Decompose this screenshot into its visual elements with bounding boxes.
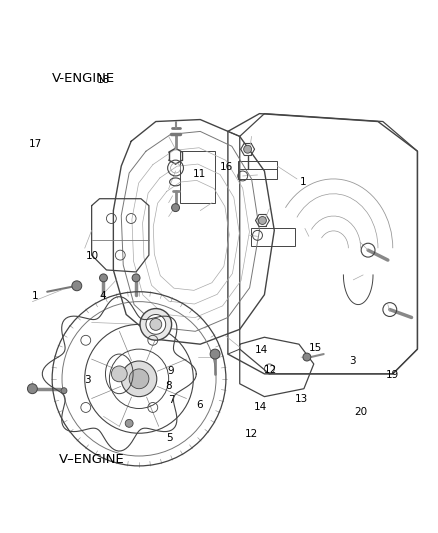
- Text: 5: 5: [166, 433, 173, 443]
- Circle shape: [125, 419, 133, 427]
- Text: 4: 4: [100, 290, 106, 301]
- Circle shape: [61, 387, 67, 394]
- Circle shape: [172, 204, 180, 212]
- Text: 1: 1: [300, 177, 307, 187]
- Circle shape: [99, 274, 107, 282]
- Text: 8: 8: [165, 381, 172, 391]
- Text: 14: 14: [255, 345, 268, 355]
- Text: 14: 14: [254, 402, 267, 413]
- Text: 3: 3: [349, 357, 356, 367]
- Circle shape: [146, 314, 166, 334]
- Text: 1: 1: [32, 290, 39, 301]
- Circle shape: [244, 146, 251, 153]
- Circle shape: [303, 353, 311, 361]
- Circle shape: [129, 369, 149, 389]
- Text: 12: 12: [263, 365, 277, 375]
- Circle shape: [210, 349, 220, 359]
- Circle shape: [111, 366, 127, 382]
- Text: 10: 10: [86, 251, 99, 261]
- Circle shape: [121, 361, 157, 397]
- Circle shape: [28, 384, 37, 394]
- Text: 18: 18: [96, 75, 110, 85]
- Text: 15: 15: [308, 343, 321, 353]
- Circle shape: [150, 318, 162, 330]
- Circle shape: [132, 274, 140, 282]
- Text: 9: 9: [167, 366, 174, 376]
- Text: V-ENGINE: V-ENGINE: [52, 72, 115, 85]
- Text: 11: 11: [193, 169, 206, 179]
- Circle shape: [72, 281, 82, 290]
- Text: 6: 6: [196, 400, 203, 410]
- Text: 13: 13: [294, 394, 308, 405]
- Text: 17: 17: [28, 139, 42, 149]
- Text: 19: 19: [385, 369, 399, 379]
- Text: 20: 20: [354, 407, 367, 417]
- Circle shape: [140, 309, 172, 340]
- Text: V–ENGINE: V–ENGINE: [59, 453, 125, 465]
- Text: 3: 3: [84, 375, 90, 385]
- Text: 7: 7: [168, 395, 175, 405]
- Text: 16: 16: [220, 163, 233, 172]
- Circle shape: [258, 216, 266, 224]
- Text: 12: 12: [245, 429, 258, 439]
